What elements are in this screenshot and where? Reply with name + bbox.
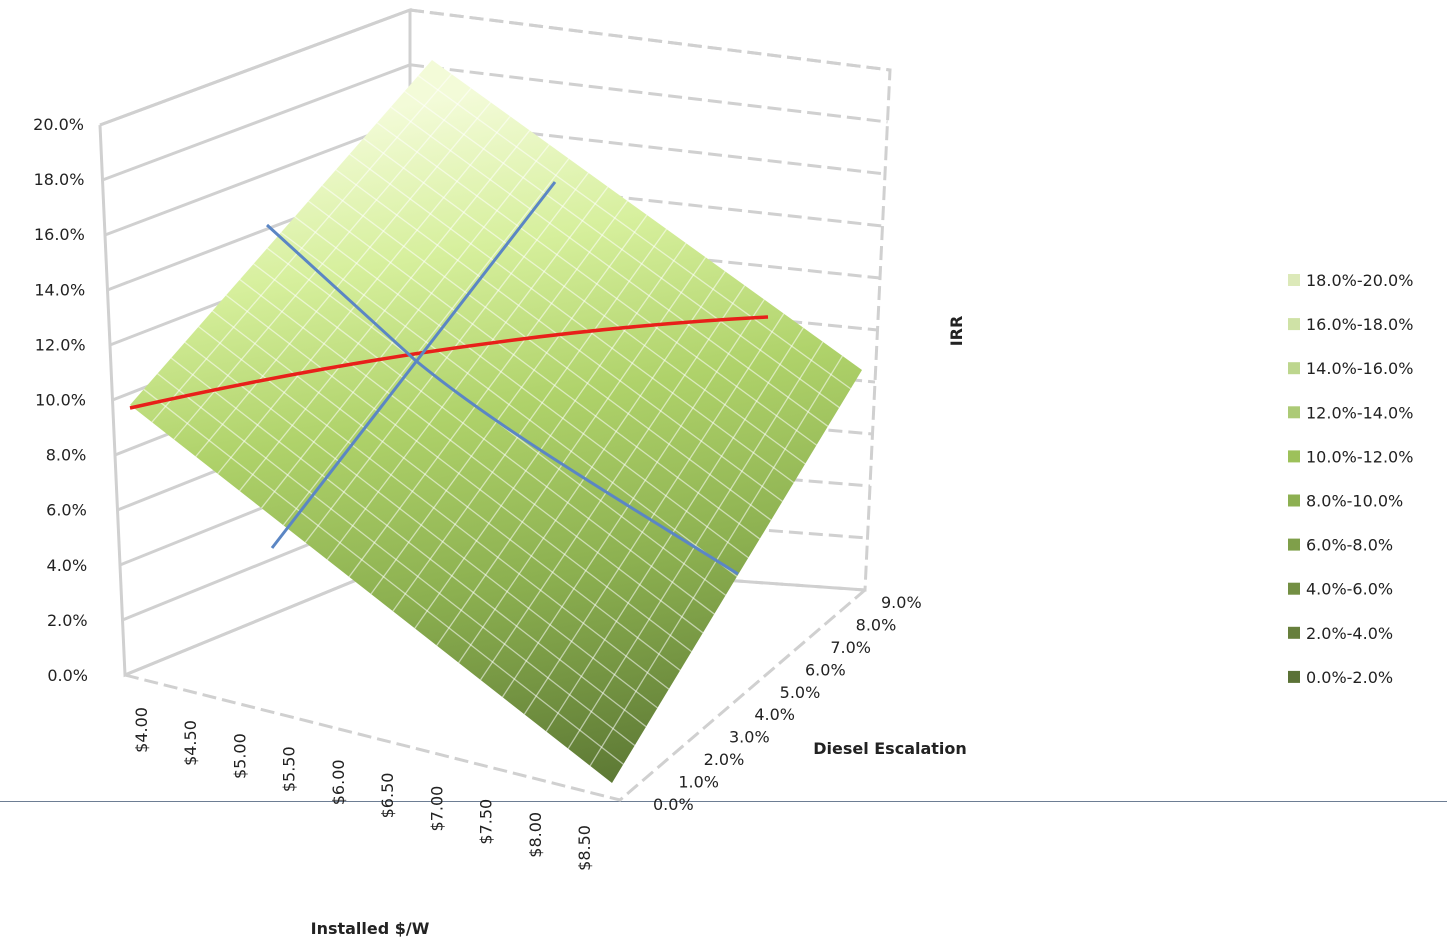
surface-mesh (143, 73, 852, 767)
z-tick-label: 8.0% (46, 446, 87, 465)
z-axis-tick-labels: 0.0% 2.0% 4.0% 6.0% 8.0% 10.0% 12.0% 14.0% 16.0%… (33, 115, 88, 685)
legend-swatch (1288, 582, 1300, 595)
z-gridline-back (409, 227, 881, 280)
legend-swatch (1288, 362, 1300, 375)
y-tick-label: 3.0% (729, 728, 770, 747)
y-tick-label: 6.0% (805, 660, 846, 679)
y-tick-label: 1.0% (678, 773, 719, 792)
mesh-line (349, 153, 795, 484)
legend-label: 8.0%-10.0% (1306, 492, 1403, 511)
mesh-line (308, 200, 761, 540)
z-gridline-left (101, 63, 411, 182)
legend-label: 2.0%-4.0% (1306, 624, 1393, 643)
x-tick-label: $8.50 (575, 825, 594, 871)
z-tick-label: 4.0% (47, 556, 88, 575)
legend-label: 16.0%-18.0% (1306, 315, 1413, 334)
x-tick-label: $6.00 (329, 759, 348, 805)
y-tick-label: 5.0% (780, 683, 821, 702)
z-gridline-back (409, 8, 891, 72)
baseline-rule (0, 801, 1447, 802)
legend-label: 14.0%-16.0% (1306, 359, 1413, 378)
y-axis-title: Diesel Escalation (813, 739, 967, 758)
highlight-line-blue-b (270, 181, 557, 549)
mesh-line (567, 341, 824, 749)
z-tick-label: 0.0% (47, 666, 88, 685)
z-tick-label: 12.0% (35, 335, 86, 354)
x-axis-title: Installed $/W (311, 919, 430, 938)
x-tick-label: $8.00 (526, 812, 545, 858)
legend-label: 12.0%-14.0% (1306, 403, 1413, 422)
y-tick-label: 2.0% (704, 750, 745, 769)
legend-label: 18.0%-20.0% (1306, 271, 1413, 290)
x-tick-label: $4.50 (181, 720, 200, 766)
mesh-line (414, 242, 687, 629)
y-tick-label: 0.0% (653, 795, 694, 814)
z-gridline-left (99, 8, 411, 127)
mesh-line (376, 122, 817, 446)
mesh-line (458, 270, 726, 664)
legend-swatch (1288, 494, 1300, 507)
legend: 18.0%-20.0% 16.0%-18.0% 14.0%-16.0% 12.0%-1… (1288, 271, 1413, 687)
mesh-line (390, 106, 829, 427)
mesh-line (370, 214, 648, 595)
mesh-line (321, 184, 772, 521)
y-tick-label: 7.0% (830, 638, 871, 657)
z-tick-label: 20.0% (33, 115, 84, 134)
mesh-line (545, 327, 804, 732)
legend-swatch (1288, 318, 1300, 331)
x-tick-label: $4.00 (132, 707, 151, 753)
y-axis-tick-labels: 0.0% 1.0% 2.0% 3.0% 4.0% 5.0% 6.0% 7.0% 8.0% 9.0% (653, 593, 922, 814)
z-tick-label: 14.0% (34, 280, 85, 299)
mesh-line (392, 228, 668, 612)
x-tick-label: $7.50 (477, 799, 496, 845)
legend-label: 10.0%-12.0% (1306, 447, 1413, 466)
z-gridline-back (409, 282, 878, 332)
z-tick-label: 10.0% (35, 391, 86, 410)
legend-label: 4.0%-6.0% (1306, 580, 1393, 599)
x-tick-label: $5.00 (230, 733, 249, 779)
legend-swatch (1288, 538, 1300, 551)
z-tick-label: 18.0% (34, 170, 85, 189)
z-tick-label: 2.0% (47, 611, 88, 630)
floor-edge (124, 588, 866, 802)
z-tick-label: 16.0% (34, 225, 85, 244)
legend-label: 6.0%-8.0% (1306, 536, 1393, 555)
legend-label: 0.0%-2.0% (1306, 668, 1393, 687)
legend-swatch (1288, 670, 1300, 683)
mesh-line (501, 299, 765, 698)
mesh-line (294, 216, 749, 559)
x-tick-label: $7.00 (427, 786, 446, 832)
x-tick-label: $6.50 (378, 773, 397, 819)
mesh-line (404, 90, 840, 409)
mesh-line (480, 285, 746, 681)
legend-swatch (1288, 450, 1300, 463)
mesh-line (436, 256, 707, 646)
legend-swatch (1288, 406, 1300, 419)
y-tick-label: 8.0% (856, 615, 897, 634)
z-gridline-left (104, 118, 411, 237)
z-gridline-back (409, 63, 888, 124)
x-axis-tick-labels: $4.00 $4.50 $5.00 $5.50 $6.00 $6.50 $7.00 $7.50… (132, 707, 594, 871)
legend-swatch (1288, 626, 1300, 639)
mesh-line (417, 75, 852, 390)
highlight-line-blue-a (265, 223, 739, 576)
mesh-line (362, 137, 806, 465)
x-tick-label: $5.50 (280, 746, 299, 792)
y-tick-label: 4.0% (754, 705, 795, 724)
highlight-line-red (129, 315, 769, 410)
z-tick-label: 6.0% (46, 501, 87, 520)
z-axis-title: IRR (947, 316, 966, 347)
y-tick-label: 9.0% (881, 593, 922, 612)
legend-swatch (1288, 274, 1300, 286)
mesh-line (523, 313, 785, 715)
